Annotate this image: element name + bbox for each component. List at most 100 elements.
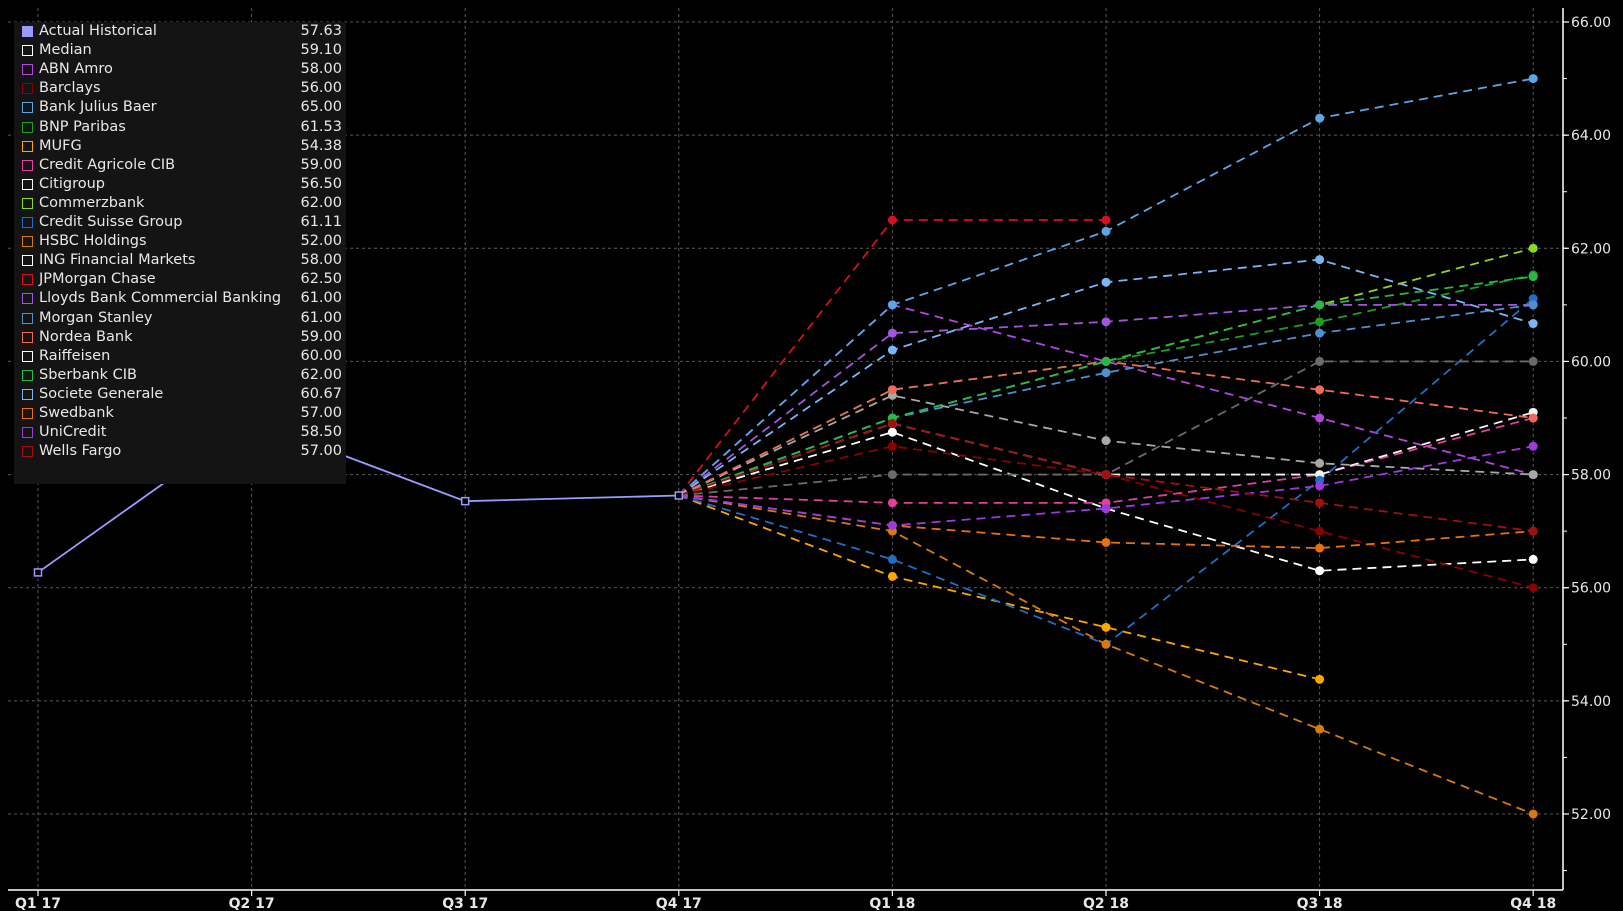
series-line bbox=[678, 275, 1534, 497]
series-point bbox=[1315, 674, 1325, 684]
series-point bbox=[1315, 498, 1325, 508]
series-point bbox=[887, 498, 897, 508]
legend-swatch bbox=[22, 197, 33, 209]
legend-item: UniCredit 58.50 bbox=[22, 423, 344, 442]
legend-item: JPMorgan Chase 62.50 bbox=[22, 270, 344, 289]
y-tick-label: 64.00 bbox=[1571, 128, 1611, 144]
legend-label: Commerzbank bbox=[39, 194, 145, 211]
legend-item: Raiffeisen 60.00 bbox=[22, 347, 344, 366]
series-point bbox=[1101, 537, 1111, 547]
series-point bbox=[1315, 317, 1325, 327]
legend-value: 56.00 bbox=[300, 80, 342, 97]
legend-swatch bbox=[22, 83, 33, 95]
series-point bbox=[1528, 441, 1538, 451]
legend-value: 62.00 bbox=[300, 194, 342, 211]
legend-label: Wells Fargo bbox=[39, 443, 122, 460]
legend-value: 60.67 bbox=[300, 385, 342, 402]
legend-swatch bbox=[22, 26, 33, 37]
legend-value: 61.53 bbox=[300, 118, 342, 135]
series-line bbox=[678, 273, 1534, 497]
legend-value: 61.11 bbox=[300, 214, 342, 230]
series-point bbox=[1528, 294, 1538, 304]
legend-item: Commerzbank 62.00 bbox=[22, 194, 344, 213]
y-tick-label: 58.00 bbox=[1571, 468, 1611, 484]
legend-value: 60.00 bbox=[300, 347, 342, 364]
legend-swatch bbox=[22, 159, 33, 171]
legend-label: Citigroup bbox=[39, 175, 105, 192]
legend-swatch bbox=[22, 121, 33, 133]
legend-value: 57.00 bbox=[300, 443, 342, 460]
series-point bbox=[887, 385, 897, 395]
legend-label: Nordea Bank bbox=[39, 328, 133, 345]
x-tick-label: Q4 17 bbox=[656, 896, 702, 911]
legend-item: Bank Julius Baer 65.00 bbox=[22, 98, 344, 117]
legend-item: BNP Paribas 61.53 bbox=[22, 118, 344, 137]
legend-label: BNP Paribas bbox=[39, 118, 126, 135]
series-point bbox=[1528, 809, 1538, 819]
legend-value: 61.00 bbox=[300, 309, 342, 326]
series-point bbox=[887, 300, 897, 310]
legend-swatch bbox=[22, 350, 33, 362]
series-point bbox=[1528, 413, 1538, 423]
legend-item: Actual Historical 57.63 bbox=[22, 22, 344, 41]
series-point bbox=[887, 470, 897, 480]
series-point bbox=[1528, 526, 1538, 536]
legend-label: JPMorgan Chase bbox=[39, 271, 156, 288]
axes bbox=[8, 8, 1564, 891]
legend-swatch bbox=[22, 178, 33, 190]
series-point bbox=[1528, 74, 1538, 84]
legend-item: Morgan Stanley 61.00 bbox=[22, 309, 344, 328]
series-point bbox=[1101, 622, 1111, 632]
legend-item: Sberbank CIB 62.00 bbox=[22, 366, 344, 385]
legend-label: Societe Generale bbox=[39, 385, 164, 402]
legend-label: Raiffeisen bbox=[39, 347, 111, 364]
legend-swatch bbox=[22, 312, 33, 324]
series-point bbox=[1101, 356, 1111, 366]
actual-point bbox=[33, 568, 43, 577]
series-point bbox=[1315, 526, 1325, 536]
series-point bbox=[1315, 481, 1325, 491]
legend-item: Citigroup 56.50 bbox=[22, 175, 344, 194]
legend-label: MUFG bbox=[39, 137, 82, 154]
legend-swatch bbox=[22, 274, 33, 286]
legend-value: 59.00 bbox=[300, 328, 342, 345]
legend-value: 61.00 bbox=[300, 290, 342, 307]
x-tick-labels: Q1 17 Q2 17 Q3 17 Q4 17 Q1 18 Q2 18 Q3 18 Q4 18 bbox=[15, 890, 1556, 911]
series-point bbox=[887, 345, 897, 355]
legend-item: ABN Amro 58.00 bbox=[22, 60, 344, 79]
legend-item: Credit Agricole CIB 59.00 bbox=[22, 156, 344, 175]
y-tick-label: 62.00 bbox=[1571, 241, 1611, 257]
legend-item: Barclays 56.00 bbox=[22, 79, 344, 98]
legend-label: Credit Agricole CIB bbox=[39, 156, 176, 173]
series-point bbox=[1528, 272, 1538, 282]
series-line bbox=[678, 303, 1534, 497]
y-tick-label: 66.00 bbox=[1571, 15, 1611, 31]
series-point bbox=[887, 419, 897, 429]
series-point bbox=[1528, 243, 1538, 253]
series-line bbox=[678, 431, 1534, 572]
x-tick-label: Q2 18 bbox=[1083, 896, 1129, 911]
x-tick-label: Q3 18 bbox=[1297, 896, 1343, 911]
legend-label: Sberbank CIB bbox=[39, 366, 137, 383]
y-tick-label: 60.00 bbox=[1571, 354, 1611, 370]
legend-swatch bbox=[22, 217, 33, 228]
series-point bbox=[887, 328, 897, 338]
legend-value: 58.50 bbox=[300, 424, 342, 441]
series-point bbox=[1101, 317, 1111, 327]
series-point bbox=[887, 520, 897, 530]
legend-swatch bbox=[22, 102, 33, 114]
legend-value: 59.10 bbox=[300, 42, 342, 59]
legend-swatch bbox=[22, 446, 33, 458]
actual-line bbox=[37, 419, 679, 574]
series-point bbox=[1315, 328, 1325, 338]
legend-value: 54.38 bbox=[300, 137, 342, 154]
legend-swatch bbox=[22, 369, 33, 381]
legend-label: Bank Julius Baer bbox=[39, 99, 157, 116]
legend-label: HSBC Holdings bbox=[39, 233, 147, 250]
legend-label: Actual Historical bbox=[39, 23, 157, 39]
legend-value: 59.00 bbox=[300, 156, 342, 173]
legend-item: MUFG 54.38 bbox=[22, 137, 344, 156]
legend-swatch bbox=[22, 255, 33, 267]
legend-value: 62.50 bbox=[300, 271, 342, 288]
series-point bbox=[1315, 356, 1325, 366]
